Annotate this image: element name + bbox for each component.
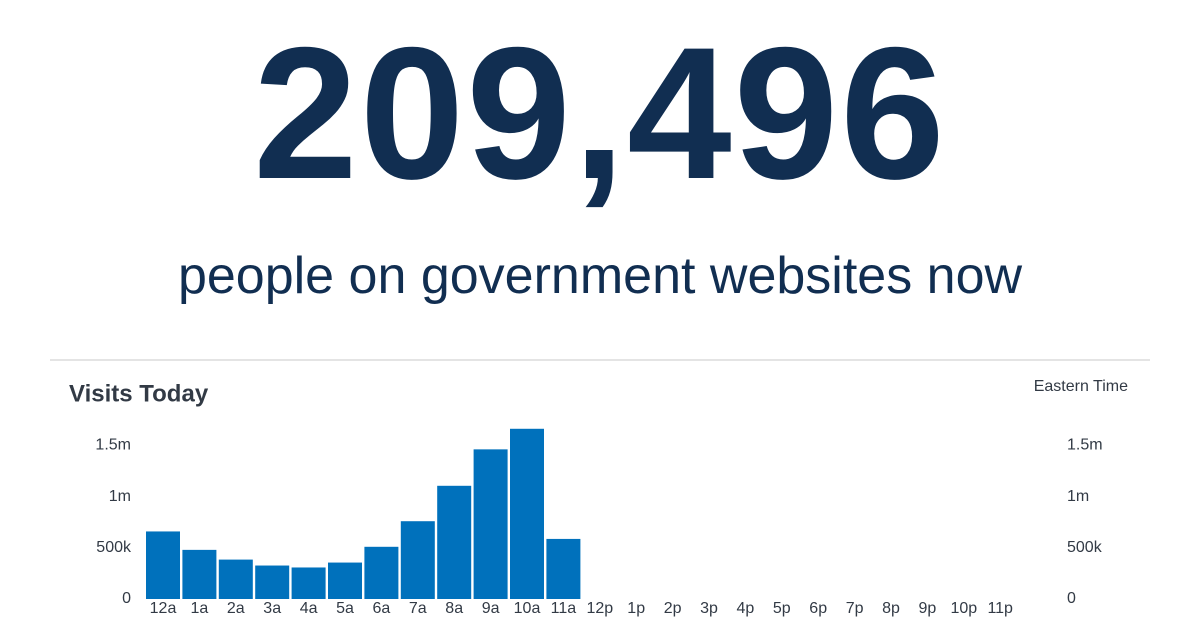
x-tick-label: 11a bbox=[551, 600, 577, 617]
y-tick-label: 1.5m bbox=[1067, 437, 1103, 454]
x-tick-label: 5a bbox=[336, 600, 354, 617]
visitor-count: 209,496 bbox=[253, 8, 947, 218]
y-tick-label: 1m bbox=[109, 488, 131, 505]
x-tick-label: 2p bbox=[664, 600, 682, 617]
bar bbox=[546, 538, 581, 599]
bar bbox=[218, 559, 253, 599]
y-tick-label: 1.5m bbox=[95, 437, 131, 454]
x-tick-label: 8a bbox=[445, 600, 463, 617]
x-tick-label: 6p bbox=[809, 600, 827, 617]
x-tick-label: 10p bbox=[950, 600, 977, 617]
y-tick-label: 1m bbox=[1067, 488, 1089, 505]
bar bbox=[473, 449, 508, 599]
bar bbox=[437, 485, 472, 599]
x-tick-label: 6a bbox=[373, 600, 391, 617]
x-tick-label: 10a bbox=[514, 600, 541, 617]
x-tick-label: 9p bbox=[919, 600, 937, 617]
x-tick-label: 7a bbox=[409, 600, 427, 617]
x-tick-label: 12p bbox=[586, 600, 613, 617]
x-tick-label: 2a bbox=[227, 600, 245, 617]
bar bbox=[364, 546, 399, 599]
x-tick-label: 3p bbox=[700, 600, 718, 617]
visitor-caption: people on government websites now bbox=[177, 247, 1023, 305]
x-tick-label: 9a bbox=[482, 600, 500, 617]
x-tick-label: 3a bbox=[263, 600, 281, 617]
bar bbox=[182, 549, 217, 599]
y-tick-label: 500k bbox=[96, 539, 132, 556]
x-tick-label: 11p bbox=[987, 600, 1013, 617]
bar bbox=[400, 521, 435, 599]
y-tick-label: 0 bbox=[122, 590, 131, 607]
timezone-note: Eastern Time bbox=[1034, 378, 1128, 395]
bar bbox=[291, 567, 326, 599]
chart-title: Visits Today bbox=[69, 380, 209, 407]
bar bbox=[510, 428, 544, 599]
bar bbox=[328, 562, 362, 599]
x-tick-label: 5p bbox=[773, 600, 791, 617]
x-tick-label: 1p bbox=[627, 600, 645, 617]
y-tick-label: 0 bbox=[1067, 590, 1076, 607]
x-tick-label: 7p bbox=[846, 600, 864, 617]
x-tick-label: 1a bbox=[191, 600, 209, 617]
x-tick-label: 4a bbox=[300, 600, 318, 617]
x-tick-label: 4p bbox=[737, 600, 755, 617]
bar bbox=[146, 531, 180, 599]
y-tick-label: 500k bbox=[1067, 539, 1103, 556]
x-tick-label: 12a bbox=[150, 600, 177, 617]
bar bbox=[255, 565, 290, 599]
x-tick-label: 8p bbox=[882, 600, 900, 617]
